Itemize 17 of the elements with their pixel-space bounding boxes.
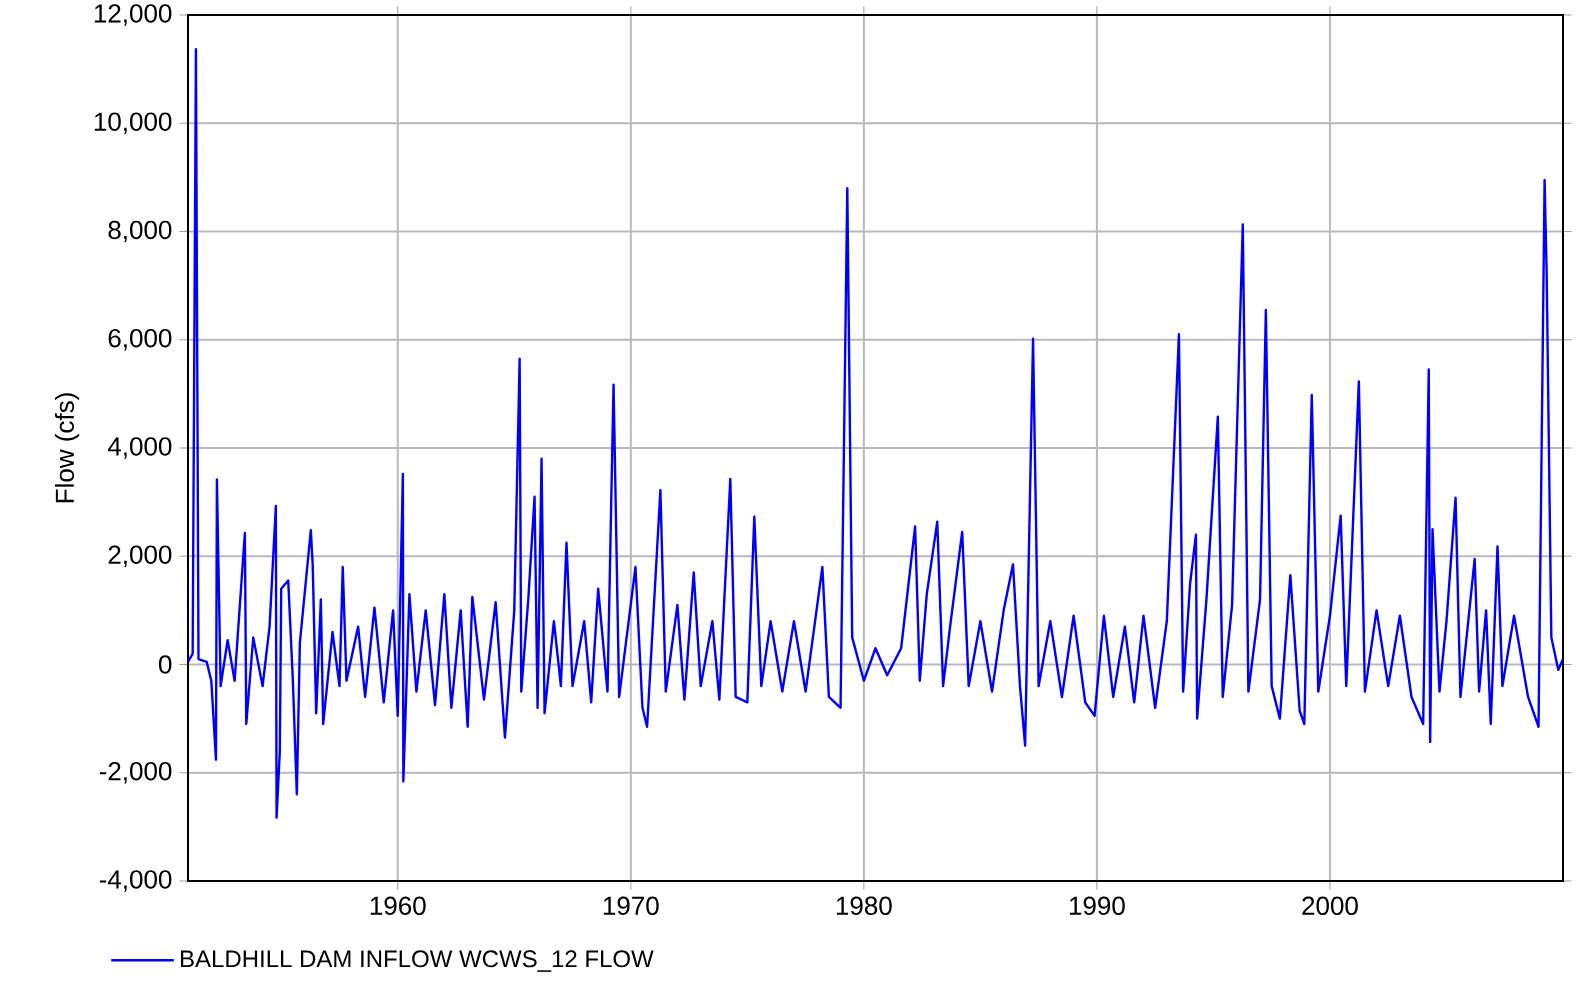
legend-label: BALDHILL DAM INFLOW WCWS_12 FLOW bbox=[181, 950, 654, 972]
y-tick-label: 0 bbox=[158, 655, 172, 674]
y-tick-label: 2,000 bbox=[108, 545, 172, 567]
x-tick-label: 1980 bbox=[836, 896, 892, 915]
line-series bbox=[188, 47, 1563, 819]
y-tick-label: 10,000 bbox=[94, 112, 172, 134]
y-tick-label: 6,000 bbox=[108, 328, 172, 351]
y-axis-title: Flow (cfs) bbox=[54, 393, 80, 503]
y-tick-label: 8,000 bbox=[108, 220, 172, 243]
x-tick-label: 1970 bbox=[603, 896, 659, 915]
y-tick-label: 4,000 bbox=[107, 437, 172, 459]
x-tick-label: 2000 bbox=[1302, 896, 1358, 915]
x-tick-label: 1960 bbox=[370, 896, 426, 915]
y-tick-label: -2,000 bbox=[99, 761, 172, 784]
x-tick-label: 1990 bbox=[1069, 896, 1125, 915]
y-tick-label: -4,000 bbox=[99, 870, 172, 892]
y-tick-label: 12,000 bbox=[94, 4, 172, 26]
